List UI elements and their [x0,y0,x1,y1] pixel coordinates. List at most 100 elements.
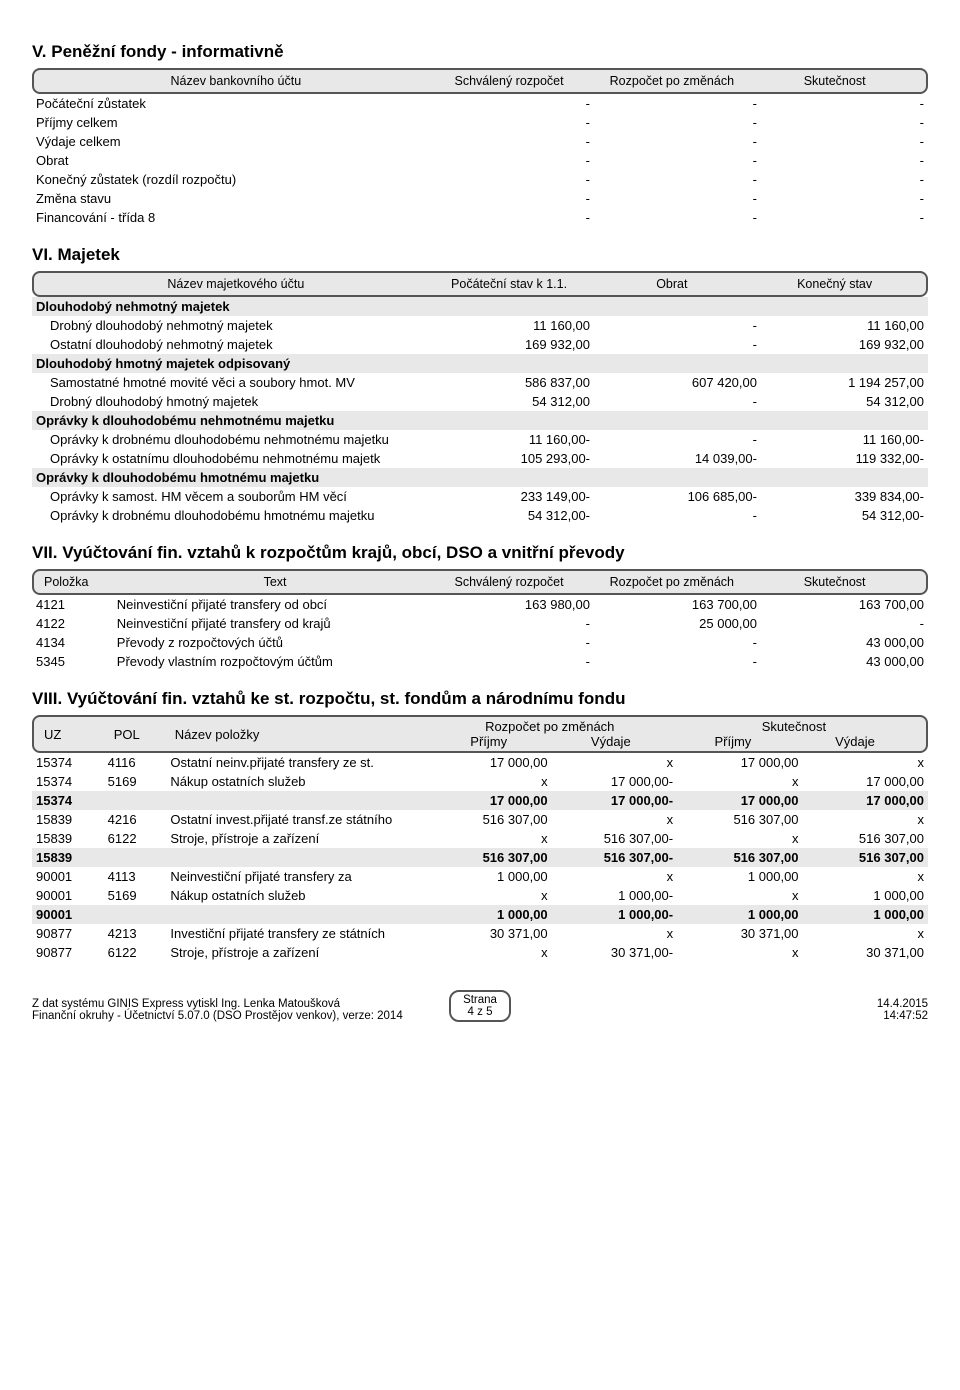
hdr-pol: POL [114,727,175,742]
cell: 163 700,00 [594,595,761,614]
cell-text: Převody vlastním rozpočtovým účtům [113,652,427,671]
cell-text: Neinvestiční přijaté transfery od obcí [113,595,427,614]
row-label: Oprávky k drobnému dlouhodobému nehmotné… [32,430,427,449]
table-row: Oprávky k samost. HM věcem a souborům HM… [32,487,928,506]
cell: 25 000,00 [594,614,761,633]
table-row: Ostatní dlouhodobý nehmotný majetek169 9… [32,335,928,354]
table-row: 908776122Stroje, přístroje a zařízení x30… [32,943,928,962]
row-label: Samostatné hmotné movité věci a soubory … [32,373,427,392]
cell: 106 685,00- [594,487,761,506]
table-row: 908774213Investiční přijaté transfery ze… [32,924,928,943]
cell: 30 371,00 [803,943,928,962]
section-viii-table: 153744116Ostatní neinv.přijaté transfery… [32,753,928,962]
cell: - [427,652,594,671]
footer-mid-label: Strana [463,994,497,1006]
group-header: Dlouhodobý hmotný majetek odpisovaný [32,354,928,373]
cell: 1 000,00 [803,905,928,924]
cell: x [803,810,928,829]
cell: 17 000,00 [677,791,802,810]
cell: - [761,113,928,132]
row-label: Oprávky k ostatnímu dlouhodobému nehmotn… [32,449,427,468]
cell: 516 307,00- [552,829,677,848]
cell-name: Nákup ostatních služeb [166,772,426,791]
cell: - [594,208,761,227]
hdr-in1: Příjmy [428,734,550,749]
cell-pol: 6122 [104,943,167,962]
group-header: Oprávky k dlouhodobému nehmotnému majetk… [32,411,928,430]
table-row: Obrat--- [32,151,928,170]
cell: 1 000,00 [677,867,802,886]
cell: - [761,151,928,170]
cell: - [761,132,928,151]
cell-text: Neinvestiční přijaté transfery od krajů [113,614,427,633]
cell: x [677,943,802,962]
cell: 54 312,00- [761,506,928,525]
cell: x [677,772,802,791]
group-title: Dlouhodobý hmotný majetek odpisovaný [32,354,928,373]
cell: 17 000,00 [426,791,551,810]
cell: x [803,924,928,943]
cell-pol: 4216 [104,810,167,829]
cell-uz: 90001 [32,886,104,905]
cell-name: Ostatní invest.přijaté transf.ze státníh… [166,810,426,829]
cell: - [427,633,594,652]
cell-pol: 5345 [32,652,113,671]
cell: 516 307,00 [426,848,551,867]
cell: 11 160,00- [761,430,928,449]
row-label: Oprávky k samost. HM věcem a souborům HM… [32,487,427,506]
table-row: 158394216Ostatní invest.přijaté transf.z… [32,810,928,829]
hdr-c3: Skutečnost [753,74,916,88]
cell: - [427,94,594,113]
table-row: Výdaje celkem--- [32,132,928,151]
cell: - [594,170,761,189]
section-vi-header: Název majetkového účtu Počáteční stav k … [32,271,928,297]
hdr-group2: Skutečnost [672,719,916,734]
section-viii-title: VIII. Vyúčtování fin. vztahů ke st. rozp… [32,689,928,709]
table-row: 158396122Stroje, přístroje a zařízeníx51… [32,829,928,848]
cell: 516 307,00 [803,829,928,848]
hdr-c1: Schválený rozpočet [428,575,591,589]
cell-uz: 90877 [32,943,104,962]
cell: 163 980,00 [427,595,594,614]
cell-name: Ostatní neinv.přijaté transfery ze st. [166,753,426,772]
footer-left-1: Z dat systému GINIS Express vytiskl Ing.… [32,998,437,1010]
table-row: Změna stavu--- [32,189,928,208]
table-row: Počáteční zůstatek--- [32,94,928,113]
cell: x [426,829,551,848]
cell: 586 837,00 [427,373,594,392]
cell: x [552,924,677,943]
cell: - [427,132,594,151]
table-row: 5345Převody vlastním rozpočtovým účtům--… [32,652,928,671]
cell: 105 293,00- [427,449,594,468]
cell-name: Stroje, přístroje a zařízení [166,943,426,962]
cell: 17 000,00 [803,772,928,791]
cell-pol: 4213 [104,924,167,943]
group-title: Oprávky k dlouhodobému hmotnému majetku [32,468,928,487]
cell: 54 312,00 [427,392,594,411]
row-label: Oprávky k drobnému dlouhodobému hmotnému… [32,506,427,525]
table-row: Samostatné hmotné movité věci a soubory … [32,373,928,392]
cell: - [761,189,928,208]
cell: x [426,886,551,905]
cell-pol: 4122 [32,614,113,633]
cell: - [594,633,761,652]
cell: 1 194 257,00 [761,373,928,392]
row-label: Konečný zůstatek (rozdíl rozpočtu) [32,170,427,189]
cell: x [426,772,551,791]
cell: - [427,113,594,132]
cell: - [594,430,761,449]
hdr-text: Text [122,575,427,589]
hdr-c1: Schválený rozpočet [428,74,591,88]
group-title: Oprávky k dlouhodobému nehmotnému majetk… [32,411,928,430]
cell-pol: 5169 [104,886,167,905]
cell: 516 307,00 [677,810,802,829]
hdr-uz: UZ [44,727,114,742]
table-row: Financování - třída 8--- [32,208,928,227]
table-row: 153744116Ostatní neinv.přijaté transfery… [32,753,928,772]
cell-uz: 15374 [32,753,104,772]
row-label: Výdaje celkem [32,132,427,151]
cell: 516 307,00 [677,848,802,867]
cell: - [594,189,761,208]
cell-uz: 15839 [32,810,104,829]
table-row: 900014113Neinvestiční přijaté transfery … [32,867,928,886]
